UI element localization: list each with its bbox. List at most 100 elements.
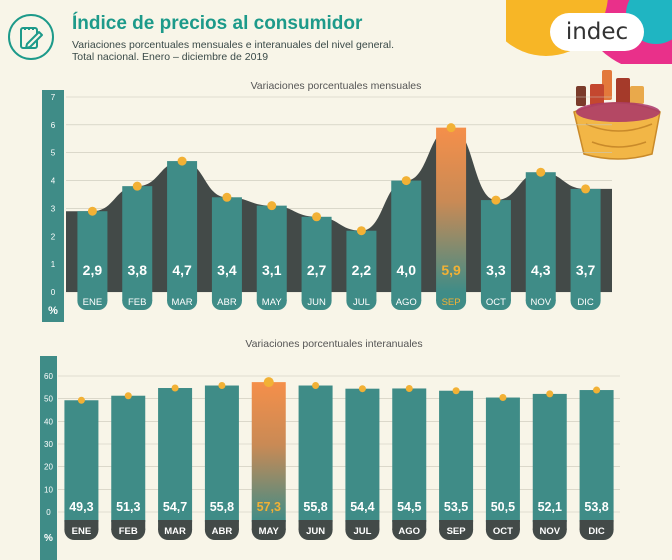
bar-ago [391, 180, 422, 292]
data-point [132, 181, 142, 191]
data-point [546, 390, 554, 398]
category-pill-top [158, 520, 193, 530]
value-label: 2,7 [307, 262, 327, 278]
value-label: 3,4 [217, 262, 237, 278]
category-pill-top [570, 292, 601, 301]
data-point [312, 212, 322, 222]
data-point [491, 195, 501, 205]
value-label: 2,9 [83, 262, 103, 278]
value-label: 3,3 [486, 262, 506, 278]
category-label: JUL [353, 297, 370, 308]
y-tick-label: 20 [44, 463, 53, 472]
indec-logo: indec [550, 13, 644, 51]
data-point [446, 123, 456, 133]
bar-feb [111, 395, 146, 522]
y-tick-label: 5 [51, 149, 56, 158]
category-label: DIC [577, 297, 594, 308]
value-label: 4,0 [397, 262, 417, 278]
clipboard-pencil-icon [8, 14, 54, 60]
category-pill-top [525, 292, 556, 301]
bar-nov [532, 393, 567, 522]
data-point [312, 382, 320, 390]
category-pill-top [111, 520, 146, 530]
category-label: NOV [539, 526, 560, 537]
data-point [405, 384, 413, 392]
value-label: 4,3 [531, 262, 551, 278]
bar-nov [525, 172, 556, 292]
data-point [452, 387, 460, 395]
category-label: SEP [442, 297, 461, 308]
data-point [401, 176, 411, 186]
bar-mar [167, 161, 198, 292]
category-label: OCT [493, 526, 513, 537]
page-subtitle: Variaciones porcentuales mensuales e int… [72, 39, 432, 63]
bar-abr [204, 385, 239, 522]
bar-jun [298, 385, 333, 522]
value-label: 50,5 [491, 500, 515, 514]
data-point [222, 192, 232, 202]
category-label: MAR [172, 297, 193, 308]
category-label: ABR [212, 526, 233, 537]
category-label: ENE [83, 297, 103, 308]
y-axis-unit: % [48, 305, 58, 317]
subtitle-line-1: Variaciones porcentuales mensuales e int… [72, 39, 395, 51]
data-point [177, 156, 187, 166]
category-label: ENE [72, 526, 92, 537]
bar-jul [345, 388, 380, 522]
category-pill-top [346, 292, 377, 301]
category-label: AGO [398, 526, 420, 537]
category-label: JUL [353, 526, 371, 537]
value-label: 57,3 [257, 500, 281, 514]
category-label: FEB [128, 297, 146, 308]
bar-dic [570, 188, 601, 292]
value-label: 2,2 [352, 262, 372, 278]
category-pill-top [298, 520, 333, 530]
category-pill-top [480, 292, 511, 301]
data-point [593, 386, 601, 394]
value-label: 53,5 [444, 500, 468, 514]
category-pill-top [256, 292, 287, 301]
category-label: DIC [588, 526, 605, 537]
bar-abr [211, 197, 242, 292]
y-tick-label: 2 [51, 232, 56, 241]
data-point [499, 394, 507, 402]
category-label: MAR [164, 526, 186, 537]
value-label: 55,8 [303, 500, 327, 514]
chart-title: Variaciones porcentuales mensuales [251, 80, 422, 92]
bar-may [251, 382, 286, 522]
bar-may [256, 205, 287, 292]
y-tick-label: 3 [51, 204, 56, 213]
category-pill-top [392, 520, 427, 530]
bar-sep [436, 127, 467, 292]
y-axis-band [40, 356, 57, 560]
value-label: 55,8 [210, 500, 234, 514]
data-point [77, 396, 85, 404]
y-tick-label: 40 [44, 417, 53, 426]
category-pill-top [211, 292, 242, 301]
category-label: JUN [307, 297, 326, 308]
y-tick-label: 0 [46, 508, 51, 517]
value-label: 49,3 [69, 500, 93, 514]
category-pill-top [167, 292, 198, 301]
bar-sep [439, 390, 474, 522]
data-point [356, 226, 366, 236]
data-point [581, 184, 591, 194]
y-tick-label: 60 [44, 372, 53, 381]
bar-mar [158, 388, 193, 522]
category-label: ABR [217, 297, 237, 308]
category-pill-top [77, 292, 108, 301]
subtitle-line-2: Total nacional. Enero – diciembre de 201… [72, 51, 269, 63]
value-label: 3,7 [576, 262, 596, 278]
monthly-chart: Variaciones porcentuales mensuales 0 1 2 3 4 5… [42, 80, 612, 322]
bar-dic [579, 390, 614, 522]
y-tick-label: 1 [51, 260, 56, 269]
value-label: 54,7 [163, 500, 187, 514]
bar-oct [485, 397, 520, 522]
interannual-chart: Variaciones porcentuales interanuales 0 10… [40, 338, 620, 560]
value-label: 54,4 [350, 500, 374, 514]
value-label: 4,7 [172, 262, 192, 278]
category-pill-top [204, 520, 239, 530]
y-axis-unit: % [44, 533, 53, 544]
data-point [218, 382, 226, 390]
value-label: 54,5 [397, 500, 421, 514]
